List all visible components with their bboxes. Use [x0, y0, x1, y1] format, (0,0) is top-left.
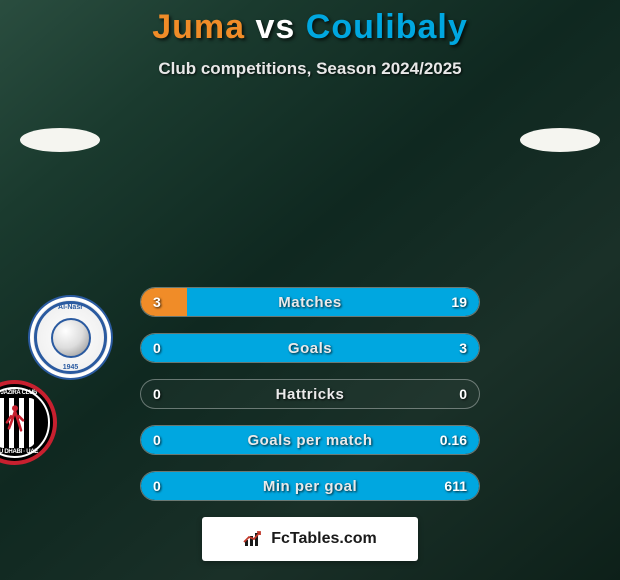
club-right-name-bot: ABU DHABI · UAE: [0, 449, 53, 455]
stat-value-left: 0: [153, 334, 161, 362]
club-badge-left: Al-Nasr 1945: [28, 295, 113, 380]
stat-row: Min per goal0 611: [140, 471, 480, 501]
stat-value-right: 19: [451, 288, 467, 316]
stat-value-right: 0.16: [440, 426, 467, 454]
stat-value-right: 611: [444, 472, 467, 500]
stat-label: Goals per match: [141, 426, 479, 454]
page-title: Juma vs Coulibaly: [0, 8, 620, 47]
stat-label: Goals: [141, 334, 479, 362]
title-left-name: Juma: [152, 8, 245, 46]
stat-value-left: 0: [153, 426, 161, 454]
subtitle: Club competitions, Season 2024/2025: [0, 59, 620, 79]
stat-value-left: 3: [153, 288, 161, 316]
stat-label: Hattricks: [141, 380, 479, 408]
stat-label: Min per goal: [141, 472, 479, 500]
stats-rows: Matches319Goals03Hattricks00Goals per ma…: [140, 287, 480, 501]
stat-row: Goals0 3: [140, 333, 480, 363]
branding-box[interactable]: FcTables.com: [202, 517, 418, 561]
title-right-name: Coulibaly: [306, 8, 468, 46]
club-left-year: 1945: [30, 364, 111, 371]
player-photo-placeholder-right: [520, 128, 600, 152]
runner-icon: [5, 404, 25, 438]
stat-row: Hattricks0 0: [140, 379, 480, 409]
branding-label: FcTables.com: [271, 530, 377, 548]
stat-value-left: 0: [153, 380, 161, 408]
stat-value-right: 3: [459, 334, 467, 362]
stat-value-right: 0: [459, 380, 467, 408]
stat-row: Matches3 19: [140, 287, 480, 317]
club-left-name: Al-Nasr: [30, 304, 111, 311]
stat-label: Matches: [141, 288, 479, 316]
club-right-name-top: AL JAZIRA CLUB: [0, 390, 53, 396]
stat-value-left: 0: [153, 472, 161, 500]
club-badge-right: AL JAZIRA CLUB ABU DHABI · UAE: [0, 380, 57, 465]
bar-chart-icon: [243, 530, 265, 548]
stat-row: Goals per match0 0.16: [140, 425, 480, 455]
player-photo-placeholder-left: [20, 128, 100, 152]
title-vs: vs: [255, 8, 295, 46]
football-icon: [51, 318, 91, 358]
